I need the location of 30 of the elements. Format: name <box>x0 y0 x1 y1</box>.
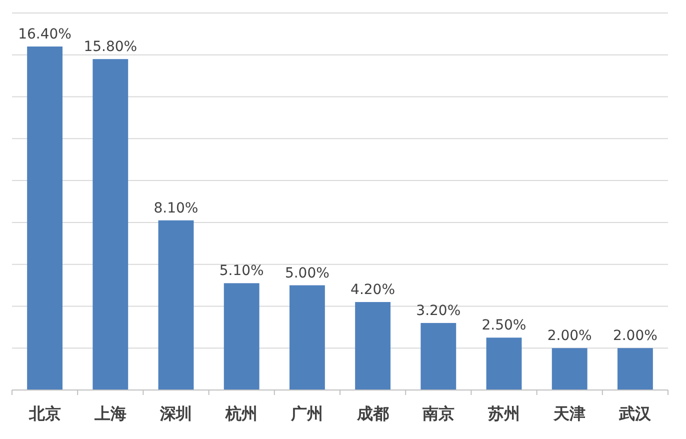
data-label: 4.20% <box>350 282 396 298</box>
bar <box>552 348 588 390</box>
x-tick-label: 上海 <box>93 404 126 423</box>
bar <box>158 220 194 390</box>
data-label: 2.00% <box>612 328 658 344</box>
bar <box>486 338 522 390</box>
x-tick-label: 成都 <box>356 404 389 423</box>
x-tick-label: 深圳 <box>159 404 192 423</box>
data-label: 2.50% <box>482 318 526 334</box>
data-label: 3.20% <box>416 302 461 319</box>
data-label: 5.10% <box>219 263 264 280</box>
x-tick-label: 广州 <box>290 404 324 423</box>
bar <box>289 285 325 390</box>
data-label: 16.40% <box>18 26 72 43</box>
x-tick-label: 武汉 <box>618 404 652 423</box>
bar <box>27 46 63 390</box>
x-tick-label: 苏州 <box>487 404 520 423</box>
data-label: 8.10% <box>154 200 198 216</box>
x-tick-label: 北京 <box>28 404 61 423</box>
data-label: 15.80% <box>84 39 138 56</box>
x-tick-label: 杭州 <box>224 404 258 423</box>
bar <box>224 283 260 390</box>
x-tick-label: 南京 <box>421 404 454 423</box>
bar <box>420 322 456 390</box>
x-tick-label: 天津 <box>552 404 586 423</box>
bar <box>355 302 391 390</box>
bar <box>617 348 653 390</box>
data-label: 2.00% <box>547 328 592 344</box>
data-label: 5.00% <box>284 265 330 282</box>
bar <box>92 59 128 390</box>
